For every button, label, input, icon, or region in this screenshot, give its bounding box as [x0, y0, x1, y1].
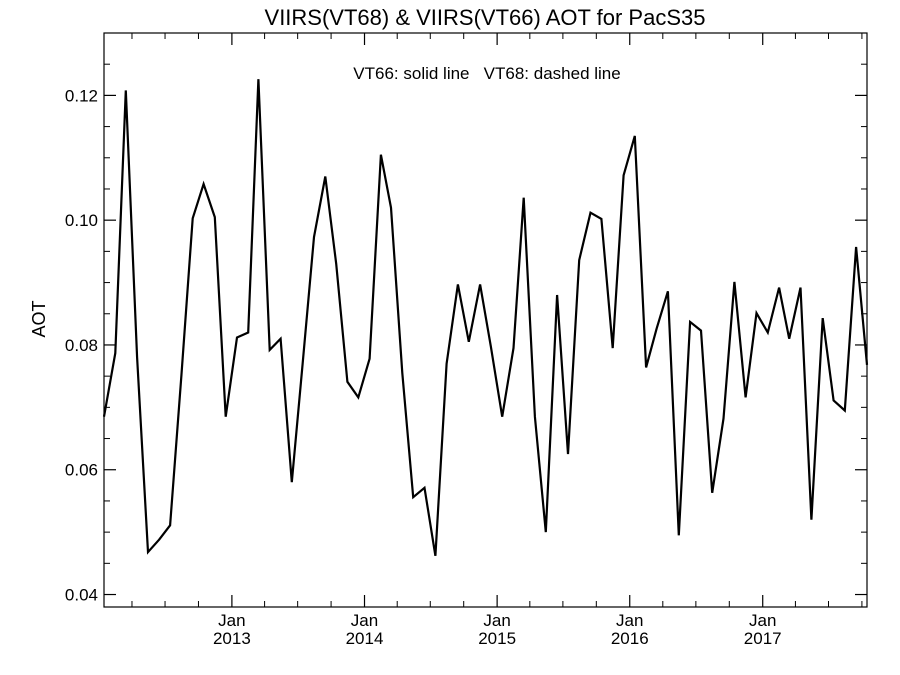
series-line-vt66	[102, 79, 869, 556]
series-lines	[102, 79, 869, 556]
x-tick-month-label: Jan	[351, 611, 378, 630]
y-tick-label: 0.06	[65, 461, 98, 480]
x-tick-year-label: 2014	[346, 629, 384, 648]
y-tick-label: 0.08	[65, 336, 98, 355]
line-style-annotation: VT66: solid line VT68: dashed line	[353, 64, 620, 83]
x-tick-month-label: Jan	[218, 611, 245, 630]
y-axis-label: AOT	[29, 300, 49, 337]
y-tick-label: 0.04	[65, 586, 98, 605]
y-tick-label: 0.10	[65, 211, 98, 230]
x-tick-year-label: 2013	[213, 629, 251, 648]
plot-frame	[103, 32, 868, 608]
axis-ticks: 0.040.060.080.100.12Jan2013Jan2014Jan201…	[65, 32, 867, 648]
x-tick-year-label: 2016	[611, 629, 649, 648]
x-tick-year-label: 2015	[478, 629, 516, 648]
y-tick-label: 0.12	[65, 86, 98, 105]
x-tick-month-label: Jan	[749, 611, 776, 630]
x-tick-month-label: Jan	[616, 611, 643, 630]
x-tick-year-label: 2017	[744, 629, 782, 648]
x-tick-month-label: Jan	[483, 611, 510, 630]
chart-title: VIIRS(VT68) & VIIRS(VT66) AOT for PacS35	[265, 5, 706, 30]
